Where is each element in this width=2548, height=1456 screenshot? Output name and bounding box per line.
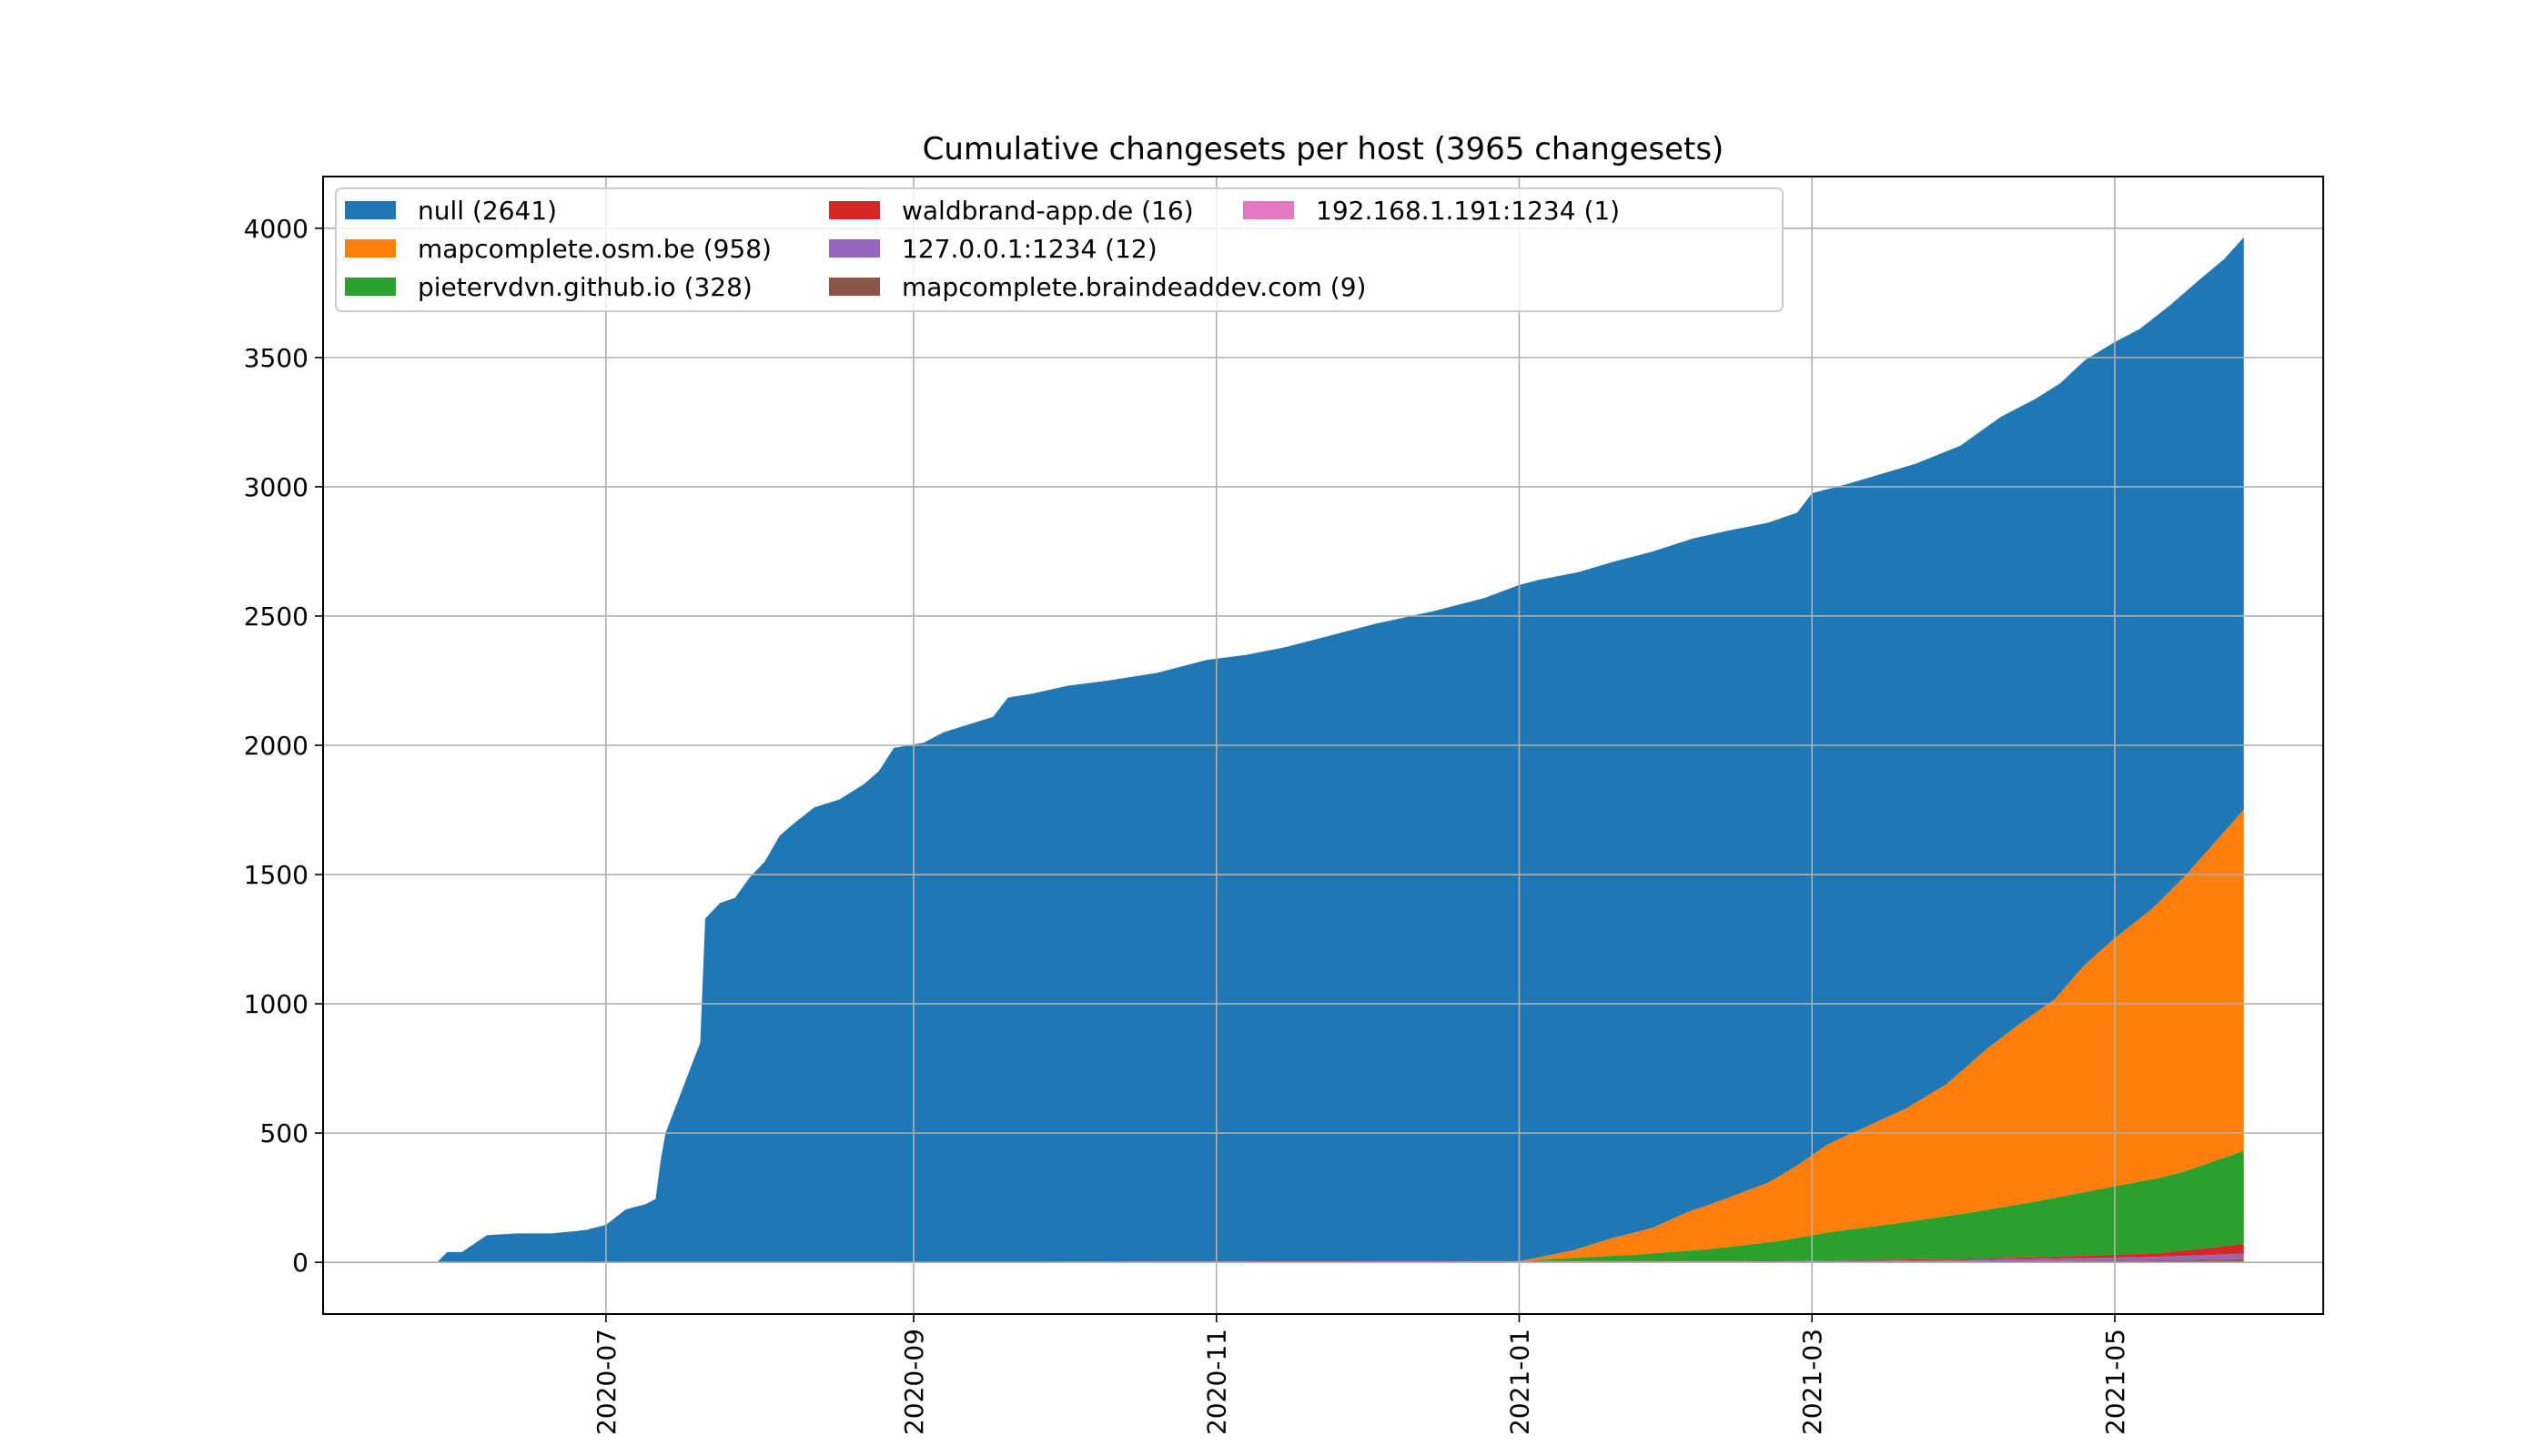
- legend-box: [335, 187, 1784, 312]
- y-tick-label: 2000: [244, 731, 308, 761]
- legend-swatch-waldbrand-app-de-16: [829, 201, 880, 219]
- legend-swatch-mapcomplete-braindeaddev-com-9: [829, 278, 880, 296]
- chart-title: Cumulative changesets per host (3965 cha…: [923, 131, 1724, 167]
- legend-label-192-168-1-191-1234-1: 192.168.1.191:1234 (1): [1316, 196, 1620, 226]
- legend-swatch-192-168-1-191-1234-1: [1243, 201, 1294, 219]
- grid-lines: [323, 177, 2323, 1314]
- legend: null (2641) mapcomplete.osm.be (958) piete…: [335, 187, 1784, 312]
- legend-label-mapcomplete-braindeaddev-com-9: mapcomplete.braindeaddev.com (9): [902, 272, 1366, 302]
- y-tick-label: 1500: [244, 860, 308, 890]
- legend-label-waldbrand-app-de-16: waldbrand-app.de (16): [902, 196, 1194, 226]
- y-tick-label: 0: [292, 1248, 308, 1278]
- legend-label-127-0-0-1-1234-12: 127.0.0.1:1234 (12): [902, 234, 1158, 264]
- y-tick-label: 500: [260, 1118, 308, 1148]
- y-tick-label: 3500: [244, 343, 308, 373]
- y-tick-label: 2500: [244, 602, 308, 632]
- x-tick-label: 2020-11: [1202, 1329, 1232, 1435]
- y-tick-label: 4000: [244, 214, 308, 244]
- y-tick-label: 1000: [244, 989, 308, 1019]
- legend-swatch-127-0-0-1-1234-12: [829, 239, 880, 258]
- x-tick-label: 2021-05: [2100, 1329, 2130, 1435]
- x-tick-label: 2020-09: [899, 1329, 929, 1435]
- legend-swatch-pietervdvn-github-io-328: [345, 278, 396, 296]
- y-axis: 0 500 1000 1500 2000 2500 3000 3500 4000: [244, 214, 323, 1278]
- x-tick-label: 2020-07: [592, 1329, 622, 1435]
- x-tick-label: 2021-03: [1797, 1329, 1827, 1435]
- legend-label-mapcomplete-osm-be-958: mapcomplete.osm.be (958): [418, 234, 772, 264]
- legend-label-null-2641: null (2641): [418, 196, 557, 226]
- legend-label-pietervdvn-github-io-328: pietervdvn.github.io (328): [418, 272, 753, 302]
- x-axis: 2020-07 2020-09 2020-11 2021-01 2021-03 2021-…: [592, 1314, 2130, 1435]
- legend-swatch-null-2641: [345, 201, 396, 219]
- area-null-2641: [437, 237, 2244, 1263]
- x-tick-label: 2021-01: [1504, 1329, 1534, 1435]
- y-tick-label: 3000: [244, 472, 308, 502]
- area-pietervdvn-github-io-328: [437, 1150, 2244, 1263]
- legend-swatch-mapcomplete-osm-be-958: [345, 239, 396, 258]
